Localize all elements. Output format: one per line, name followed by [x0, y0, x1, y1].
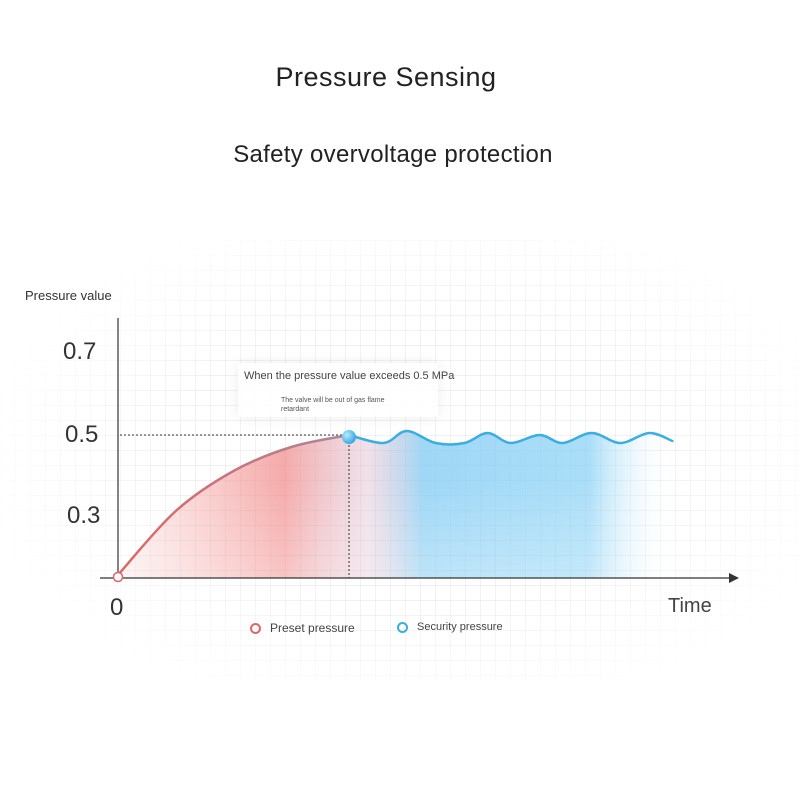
legend-item-security: Security pressure — [397, 621, 503, 633]
x-tick-label: 0 — [110, 594, 124, 621]
annotation-box — [238, 363, 438, 417]
origin-point — [112, 571, 124, 583]
x-axis-label: Time — [668, 595, 712, 617]
threshold-point — [342, 430, 356, 444]
page-title: Pressure Sensing — [275, 62, 497, 92]
series-security-pressure-line — [347, 429, 674, 446]
legend-label-security: Security pressure — [417, 621, 503, 633]
legend-label-preset: Preset pressure — [270, 621, 355, 635]
annotation-main-text: When the pressure value exceeds 0.5 MPa — [244, 370, 455, 382]
y-tick-label: 0.3 — [67, 502, 101, 529]
annotation-sub-text: The valve will be out of gas flame retar… — [281, 397, 385, 413]
series-preset-pressure-line — [116, 433, 351, 577]
x-axis-arrow-icon — [729, 573, 739, 583]
y-axis-label: Pressure value — [25, 288, 112, 303]
legend-marker-preset-icon — [250, 622, 261, 634]
y-tick-label: 0.7 — [63, 338, 97, 365]
page-subtitle: Safety overvoltage protection — [233, 141, 553, 168]
legend-marker-security-icon — [397, 621, 408, 633]
y-tick-label: 0.5 — [65, 421, 99, 448]
legend-item-preset: Preset pressure — [250, 621, 355, 635]
fill-area — [118, 431, 673, 578]
